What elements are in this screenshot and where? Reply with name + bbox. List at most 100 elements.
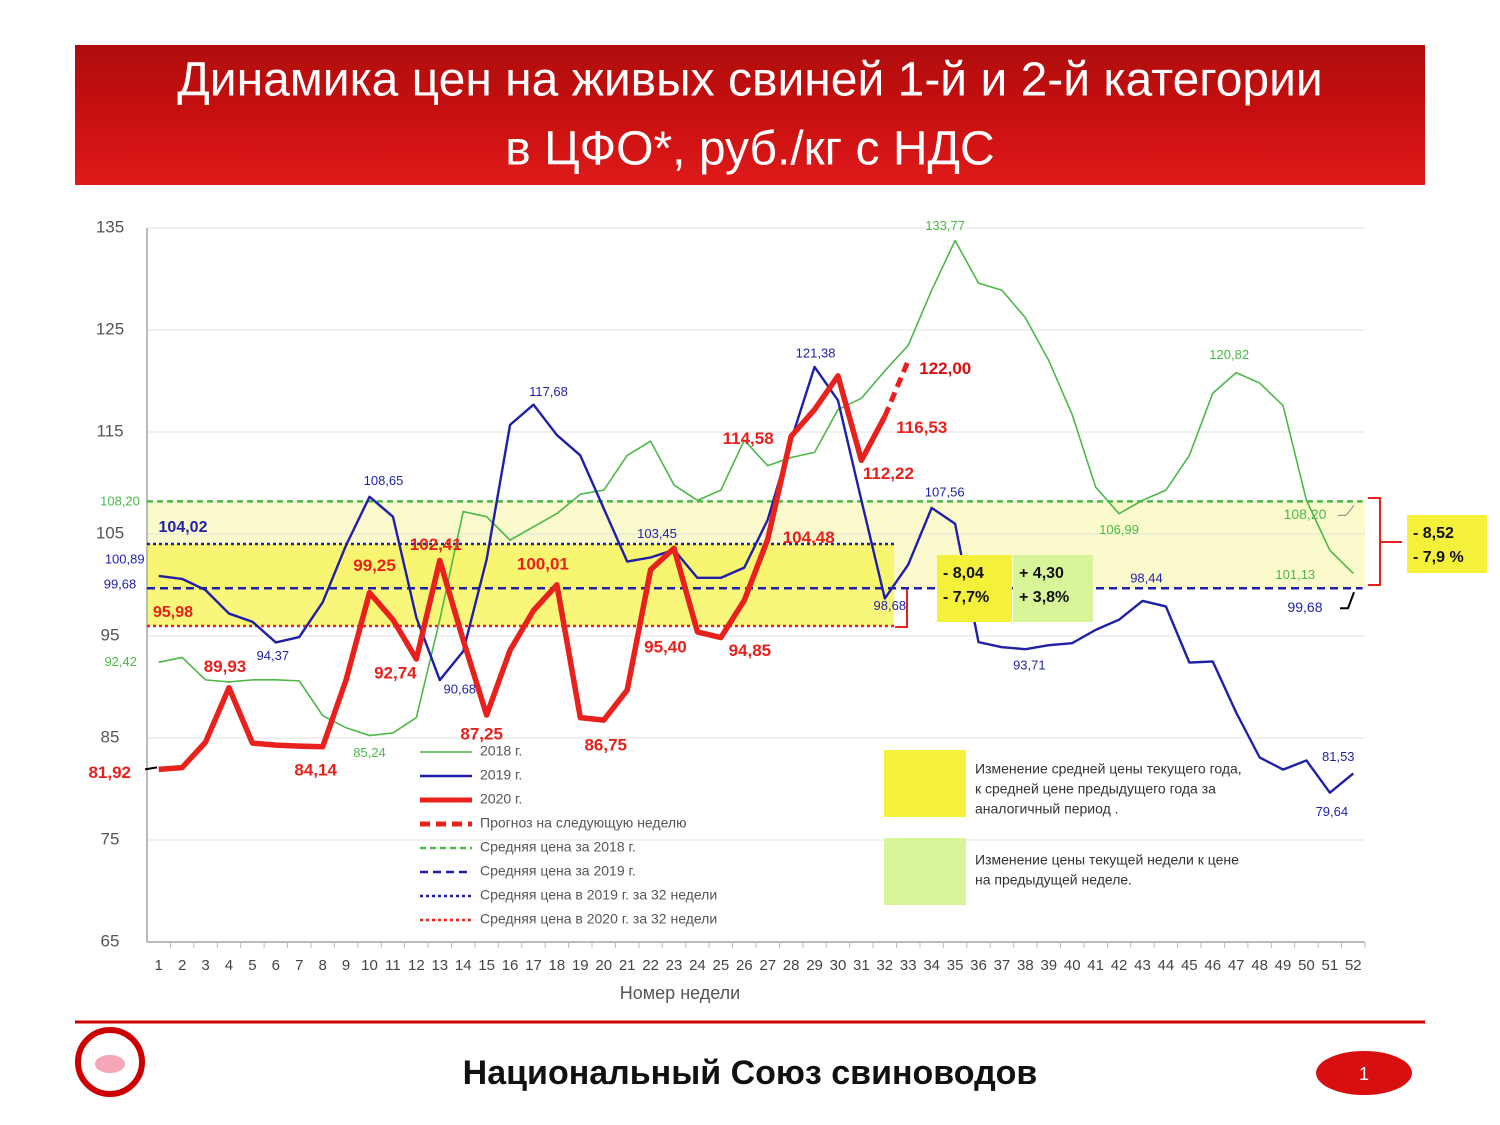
x-tick-label: 3 — [201, 957, 209, 974]
x-tick-label: 28 — [783, 957, 800, 974]
x-tick-label: 19 — [572, 957, 589, 974]
x-axis-title: Номер недели — [620, 983, 740, 1003]
data-label: 86,75 — [584, 736, 627, 755]
x-tick-label: 23 — [666, 957, 683, 974]
x-tick-label: 15 — [478, 957, 495, 974]
x-tick-label: 47 — [1228, 957, 1245, 974]
legend-label: 2018 г. — [480, 743, 522, 759]
data-label: 92,74 — [374, 664, 417, 683]
annotation-box — [1407, 515, 1487, 573]
x-tick-label: 17 — [525, 957, 542, 974]
y-tick-label: 65 — [101, 931, 120, 950]
x-tick-label: 2 — [178, 957, 186, 974]
x-tick-label: 44 — [1158, 957, 1175, 974]
x-tick-label: 18 — [549, 957, 566, 974]
x-tick-label: 8 — [319, 957, 327, 974]
x-tick-label: 33 — [900, 957, 917, 974]
x-tick-label: 51 — [1322, 957, 1339, 974]
x-tick-label: 21 — [619, 957, 636, 974]
x-tick-label: 14 — [455, 957, 472, 974]
reference-end-label: 108,20 — [1284, 506, 1327, 522]
x-tick-label: 12 — [408, 957, 425, 974]
data-label: 98,44 — [1130, 570, 1163, 585]
page-number: 1 — [1359, 1064, 1369, 1084]
x-tick-label: 16 — [502, 957, 519, 974]
legend-label: 2020 г. — [480, 791, 522, 807]
note-text: к средней цене предыдущего года за — [975, 781, 1216, 797]
reference-label: 104,02 — [159, 519, 208, 536]
x-tick-label: 22 — [642, 957, 659, 974]
note-text: на предыдущей неделе. — [975, 872, 1132, 888]
y-tick-label: 115 — [96, 421, 123, 440]
data-label: 90,68 — [444, 682, 477, 697]
x-tick-label: 38 — [1017, 957, 1034, 974]
annotation-text: - 8,52 — [1413, 525, 1454, 542]
legend-label: Средняя цена в 2019 г. за 32 недели — [480, 887, 717, 903]
footer-title: Национальный Союз свиноводов — [463, 1054, 1038, 1092]
x-tick-label: 39 — [1040, 957, 1057, 974]
x-tick-label: 24 — [689, 957, 706, 974]
callout — [1338, 505, 1355, 516]
x-tick-label: 36 — [970, 957, 987, 974]
annotation-box — [1013, 555, 1093, 622]
data-label: 117,68 — [529, 384, 568, 399]
data-label: 95,40 — [644, 637, 687, 656]
series-line — [158, 365, 1355, 794]
x-tick-label: 45 — [1181, 957, 1198, 974]
x-tick-label: 52 — [1345, 957, 1362, 974]
x-tick-label: 49 — [1275, 957, 1292, 974]
x-tick-label: 5 — [248, 957, 256, 974]
series-line — [158, 373, 888, 773]
bracket — [1368, 497, 1402, 586]
data-label: 133,77 — [925, 218, 965, 233]
data-label: 84,14 — [294, 760, 337, 779]
legend-label: Средняя цена в 2020 г. за 32 недели — [480, 911, 717, 927]
x-tick-label: 13 — [431, 957, 448, 974]
annotation-text: + 3,8% — [1019, 589, 1069, 606]
data-label: 85,24 — [353, 745, 386, 760]
x-tick-label: 41 — [1087, 957, 1104, 974]
y-tick-label: 135 — [96, 217, 124, 236]
x-tick-label: 34 — [923, 957, 940, 974]
legend-label: Средняя цена за 2018 г. — [480, 839, 636, 855]
x-tick-label: 48 — [1251, 957, 1268, 974]
data-label: 112,22 — [863, 464, 914, 483]
data-label: 114,58 — [723, 429, 774, 448]
x-tick-label: 43 — [1134, 957, 1151, 974]
note-text: Изменение цены текущей недели к цене — [975, 852, 1239, 868]
x-tick-label: 26 — [736, 957, 753, 974]
x-tick-label: 27 — [759, 957, 776, 974]
reference-label: 108,20 — [100, 493, 140, 508]
x-tick-label: 4 — [225, 957, 233, 974]
data-label: 98,68 — [874, 598, 907, 613]
x-tick-label: 11 — [385, 957, 401, 974]
chart-title: Динамика цен на живых свиней 1-й и 2-й к… — [177, 54, 1322, 107]
annotation-text: - 8,04 — [943, 565, 984, 582]
legend-label: Прогноз на следующую неделю — [480, 815, 687, 831]
annotation-text: - 7,7% — [943, 589, 989, 606]
data-label: 106,99 — [1099, 522, 1139, 537]
data-label: 81,53 — [1322, 749, 1355, 764]
data-label: 107,56 — [925, 484, 965, 499]
title-banner — [75, 45, 1425, 185]
y-tick-label: 95 — [101, 625, 120, 644]
x-tick-label: 42 — [1111, 957, 1128, 974]
reference-label: 99,68 — [104, 576, 137, 591]
note-swatch — [884, 750, 966, 817]
data-label: 103,45 — [637, 526, 677, 541]
data-label: 122,00 — [919, 359, 971, 378]
x-tick-label: 50 — [1298, 957, 1315, 974]
series-line — [882, 359, 911, 418]
x-tick-label: 1 — [155, 957, 163, 974]
data-label: 87,25 — [460, 725, 503, 744]
data-label: 94,85 — [729, 641, 772, 660]
data-label: 99,25 — [353, 556, 396, 575]
data-label: 101,13 — [1275, 567, 1315, 582]
y-tick-label: 105 — [96, 523, 124, 542]
data-label: 92,42 — [104, 654, 137, 669]
legend-label: Средняя цена за 2019 г. — [480, 863, 636, 879]
y-tick-label: 125 — [96, 319, 124, 338]
x-tick-label: 25 — [713, 957, 730, 974]
note-text: аналогичный период . — [975, 801, 1119, 817]
